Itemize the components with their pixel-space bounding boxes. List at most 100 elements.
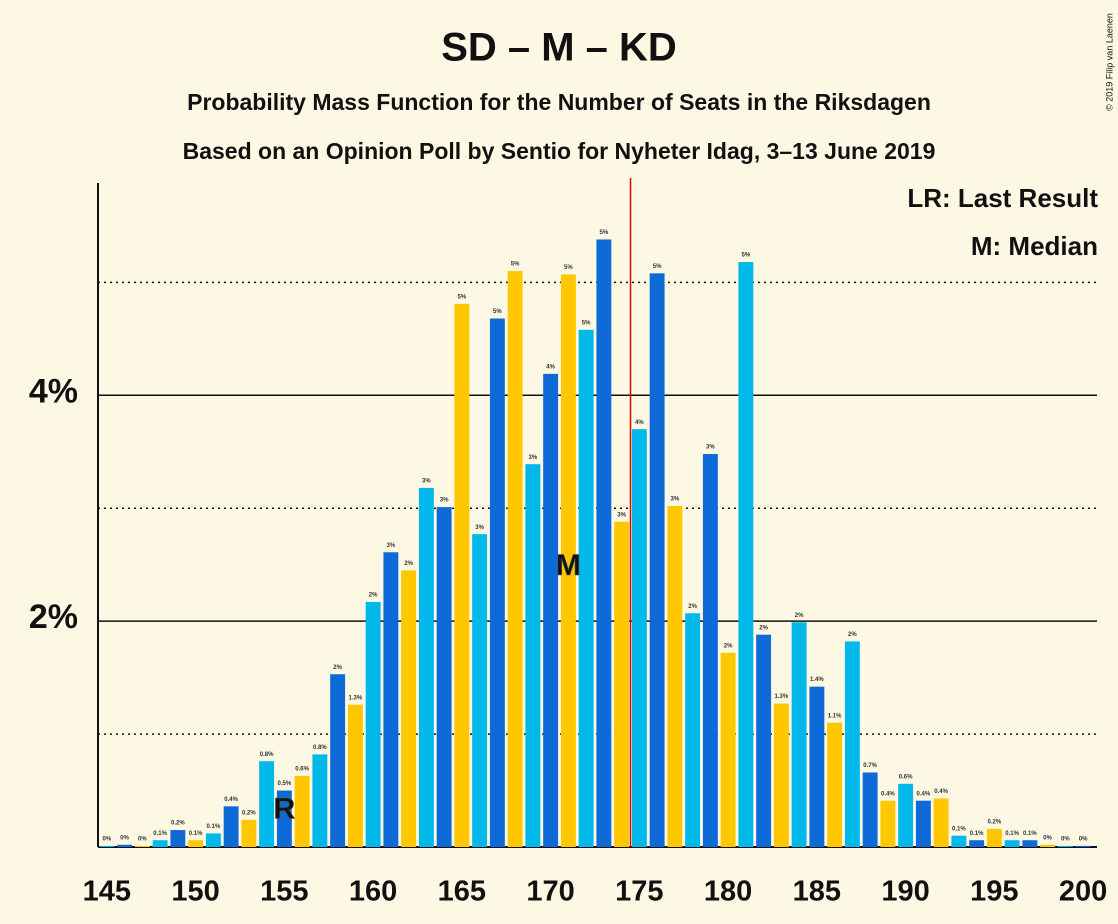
bar	[489, 318, 505, 847]
legend-note: M: Median	[971, 231, 1098, 261]
bar	[986, 828, 1002, 847]
value-label: 3%	[617, 512, 626, 518]
value-label: 2%	[404, 561, 413, 567]
value-label: 0.2%	[988, 820, 1002, 826]
bar	[330, 674, 346, 847]
value-label: 5%	[564, 265, 573, 271]
value-label: 0.7%	[863, 763, 877, 769]
value-label: 1.3%	[349, 695, 363, 701]
x-tick-label: 155	[260, 876, 308, 908]
value-label: 0.1%	[189, 831, 203, 837]
bar	[383, 552, 399, 847]
chart-title: SD – M – KD	[441, 26, 677, 70]
value-label: 5%	[511, 262, 520, 268]
bar	[134, 845, 150, 847]
value-label: 2%	[688, 604, 697, 610]
value-label: 4%	[546, 364, 555, 370]
bar	[259, 761, 275, 847]
value-label: 2%	[848, 632, 857, 638]
x-tick-label: 150	[171, 876, 219, 908]
bar	[543, 373, 559, 847]
chart-subtitle: Based on an Opinion Poll by Sentio for N…	[183, 138, 936, 164]
bar	[898, 783, 914, 847]
marker-label: R	[274, 792, 296, 825]
x-tick-label: 200	[1059, 876, 1107, 908]
value-label: 3%	[440, 498, 449, 504]
bar	[738, 262, 754, 847]
bar	[117, 844, 133, 847]
value-label: 0.4%	[881, 791, 895, 797]
value-label: 0%	[1061, 836, 1070, 842]
value-label: 0%	[120, 835, 129, 841]
x-tick-label: 190	[881, 876, 929, 908]
value-label: 0.2%	[171, 821, 185, 827]
bar	[241, 819, 257, 847]
x-tick-label: 175	[615, 876, 663, 908]
bar	[809, 686, 825, 847]
bar	[880, 800, 896, 847]
bar	[223, 806, 239, 847]
bar	[507, 271, 523, 847]
value-label: 5%	[458, 294, 467, 300]
bar	[631, 429, 647, 847]
bar	[969, 840, 985, 847]
value-label: 0.1%	[1005, 831, 1019, 837]
value-label: 4%	[635, 420, 644, 426]
bar	[951, 835, 967, 847]
bar	[454, 303, 470, 847]
copyright: © 2019 Filip van Laenen	[1104, 13, 1114, 111]
bar	[312, 754, 328, 847]
value-label: 3%	[387, 543, 396, 549]
bar	[401, 570, 417, 847]
x-tick-label: 185	[793, 876, 841, 908]
value-label: 5%	[493, 309, 502, 315]
x-tick-label: 180	[704, 876, 752, 908]
value-label: 1.1%	[828, 713, 842, 719]
value-label: 1.4%	[810, 677, 824, 683]
value-label: 5%	[582, 320, 591, 326]
bar	[418, 487, 434, 847]
bar	[1022, 840, 1038, 847]
value-label: 0.1%	[952, 826, 966, 832]
bar	[596, 239, 612, 847]
bar	[827, 722, 843, 847]
bar	[685, 613, 701, 847]
bar	[862, 772, 878, 847]
y-tick-label: 4%	[29, 372, 78, 410]
value-label: 3%	[475, 525, 484, 531]
value-label: 5%	[653, 264, 662, 270]
bar	[720, 652, 736, 847]
value-label: 0%	[138, 836, 147, 842]
bar	[152, 840, 168, 847]
value-label: 2%	[724, 643, 733, 649]
bar	[1057, 845, 1073, 847]
bar	[915, 800, 931, 847]
value-label: 3%	[422, 478, 431, 484]
bar	[188, 840, 204, 847]
x-tick-label: 160	[349, 876, 397, 908]
value-label: 0.4%	[934, 789, 948, 795]
value-label: 0.6%	[295, 766, 309, 772]
bar	[933, 798, 949, 847]
bar	[773, 703, 789, 847]
bar	[756, 634, 772, 847]
value-label: 2%	[369, 593, 378, 599]
value-label: 0.6%	[899, 774, 913, 780]
bar	[170, 830, 186, 847]
bar	[99, 845, 115, 847]
value-label: 0.1%	[207, 824, 221, 830]
bar	[365, 601, 381, 847]
bar	[702, 454, 718, 847]
x-tick-label: 170	[526, 876, 574, 908]
x-tick-label: 165	[438, 876, 486, 908]
bar	[614, 521, 630, 847]
value-label: 0.1%	[1023, 831, 1037, 837]
value-label: 0.4%	[224, 797, 238, 803]
bar	[667, 505, 683, 847]
bar	[791, 622, 807, 847]
bar	[347, 704, 363, 847]
value-label: 2%	[759, 625, 768, 631]
value-label: 0.4%	[917, 791, 931, 797]
bar	[649, 273, 665, 847]
